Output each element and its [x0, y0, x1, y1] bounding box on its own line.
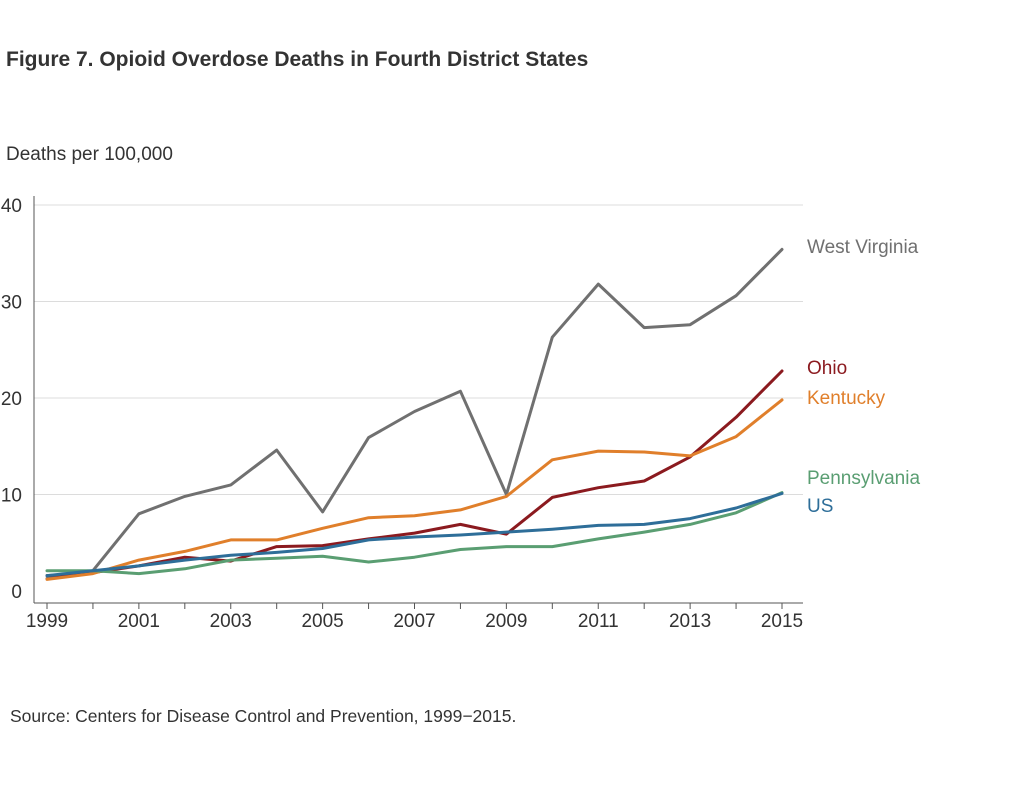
- x-tick-label: 2003: [210, 611, 252, 632]
- series-line-ohio: [45, 369, 784, 578]
- y-tick-label: 40: [1, 196, 22, 217]
- gridlines: [34, 204, 803, 495]
- y-tick-label: 10: [1, 486, 22, 507]
- series-line-west-virginia: [45, 247, 784, 580]
- y-tick-label: 20: [1, 389, 22, 410]
- series-line-us: [45, 492, 784, 578]
- x-tick-label: 2001: [118, 611, 160, 632]
- series-label-kentucky: Kentucky: [807, 388, 886, 409]
- x-tick-label: 2009: [485, 611, 527, 632]
- series-label-ohio: Ohio: [807, 358, 847, 379]
- series-lines: [45, 247, 784, 581]
- x-tick-label: 2005: [301, 611, 343, 632]
- source-note: Source: Centers for Disease Control and …: [10, 706, 517, 726]
- x-tick-label: 2011: [578, 611, 619, 632]
- y-tick-label: 30: [1, 293, 22, 314]
- x-tick-label: 1999: [26, 611, 68, 632]
- axes: 0 10 20 30 40 1999 2001 2003 2005 2007 2009 2011 201…: [1, 196, 803, 632]
- x-tick-label: 2013: [669, 611, 711, 632]
- series-label-west-virginia: West Virginia: [807, 237, 919, 258]
- series-line-pennsylvania: [45, 491, 784, 576]
- x-tick-label: 2015: [761, 611, 803, 632]
- series-labels: West Virginia Ohio Kentucky Pennsylvania US: [807, 237, 920, 517]
- chart-title: Figure 7. Opioid Overdose Deaths in Four…: [6, 48, 589, 71]
- series-label-pennsylvania: Pennsylvania: [807, 468, 920, 489]
- y-tick-label: 0: [11, 582, 22, 603]
- y-axis-label: Deaths per 100,000: [6, 144, 173, 165]
- series-line-kentucky: [45, 398, 784, 581]
- x-tick-label: 2007: [393, 611, 435, 632]
- series-label-us: US: [807, 496, 833, 517]
